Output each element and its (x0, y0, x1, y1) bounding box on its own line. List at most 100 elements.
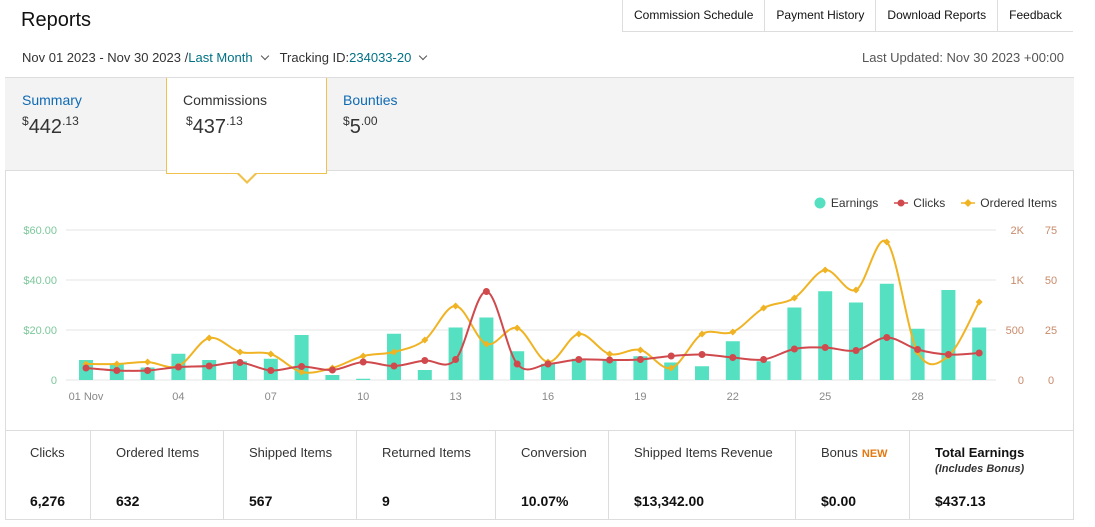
clicks-point (298, 363, 306, 370)
earnings-bar (787, 307, 802, 380)
commission-schedule-link[interactable]: Commission Schedule (623, 0, 766, 31)
earnings-bar (633, 356, 648, 380)
tab-summary[interactable]: Summary $442.13 (5, 78, 166, 170)
clicks-point (606, 356, 614, 364)
stat-total-label: Total Earnings (935, 445, 1025, 460)
ordered-items-point (667, 364, 675, 372)
y-right-items-tick-label: 25 (1045, 325, 1057, 337)
feedback-link[interactable]: Feedback (1009, 8, 1062, 22)
y-left-tick-label: $40.00 (23, 275, 57, 287)
earnings-bar (294, 335, 309, 380)
stat-ordered-items: Ordered Items 632 (91, 431, 224, 520)
ordered-items-point (421, 336, 429, 344)
tab-summary-label: Summary (22, 92, 82, 108)
earnings-bar (325, 375, 340, 380)
ordered-items-point (359, 352, 367, 360)
stat-bonus-value: $0.00 (821, 493, 857, 509)
ordered-items-line (85, 239, 981, 374)
clicks-point (390, 362, 398, 370)
earnings-bar (849, 302, 863, 380)
tracking-id-label: Tracking ID: (279, 50, 350, 65)
tab-commissions[interactable]: Commissions $437.13 (166, 78, 327, 174)
ordered-items-point (760, 304, 768, 312)
ordered-items-point (452, 302, 460, 310)
ordered-items-point (298, 368, 306, 376)
stats-row: Clicks 6,276 Ordered Items 632 Shipped I… (5, 430, 1074, 520)
stat-clicks: Clicks 6,276 (5, 431, 91, 520)
ordered-items-point (113, 360, 121, 368)
stat-returned-value: 9 (382, 493, 390, 509)
ordered-items-point (482, 340, 490, 348)
legend-earnings[interactable]: Earnings (814, 196, 878, 210)
stat-bonus-label: Bonus NEW (821, 445, 888, 460)
download-reports-link[interactable]: Download Reports (876, 0, 999, 31)
ordered-items-point (729, 328, 737, 336)
clicks-point (760, 356, 768, 363)
y-left-tick-label: 0 (51, 375, 57, 387)
earnings-bar (879, 283, 894, 380)
clicks-point (544, 360, 552, 368)
x-tick-label: 16 (542, 391, 554, 403)
page-title: Reports (21, 9, 92, 31)
clicks-point (852, 347, 860, 354)
y-left-tick-label: $60.00 (23, 225, 57, 237)
clicks-point (174, 363, 182, 371)
top-navigation: Commission Schedule Payment History Down… (622, 0, 1073, 32)
date-preset-dropdown[interactable]: Last Month (188, 50, 253, 65)
clicks-point (944, 351, 952, 358)
tab-bounties-label: Bounties (343, 92, 398, 108)
clicks-point (698, 351, 706, 358)
legend-ordered-items[interactable]: Ordered Items (961, 196, 1057, 210)
payment-history-link[interactable]: Payment History (765, 0, 877, 31)
ordered-items-point (698, 330, 706, 338)
stat-returned-items: Returned Items 9 (357, 431, 496, 520)
clicks-point (729, 354, 737, 361)
earnings-bar (448, 327, 463, 380)
tab-bounties[interactable]: Bounties $5.00 (327, 78, 488, 170)
clicks-point (790, 345, 798, 353)
ordered-items-point (821, 266, 829, 274)
y-left-tick-label: $20.00 (23, 325, 57, 337)
new-badge: NEW (861, 448, 888, 460)
stat-ordered-label: Ordered Items (116, 445, 200, 460)
y-right-items-tick-label: 50 (1045, 275, 1057, 287)
x-tick-label: 13 (449, 391, 461, 403)
earnings-bar (233, 361, 247, 380)
y-right-items-tick-label: 75 (1045, 225, 1057, 237)
clicks-point (421, 357, 429, 364)
clicks-point (821, 344, 829, 351)
clicks-point (236, 359, 244, 366)
clicks-point (82, 364, 90, 372)
x-tick-label: 07 (265, 391, 277, 403)
clicks-swatch-icon (894, 199, 909, 207)
ordered-items-point (790, 294, 798, 302)
x-tick-label: 04 (172, 391, 184, 403)
legend-clicks[interactable]: Clicks (894, 196, 945, 210)
earnings-bar (695, 366, 709, 380)
x-tick-label: 19 (634, 391, 646, 403)
clicks-point (914, 346, 922, 353)
clicks-point (667, 352, 675, 360)
earnings-swatch-icon (814, 197, 826, 209)
tab-summary-value: $442.13 (22, 114, 79, 138)
ordered-items-swatch-icon (961, 199, 976, 207)
ordered-items-point (513, 324, 521, 332)
stat-shipped-label: Shipped Items (249, 445, 333, 460)
date-range-text: Nov 01 2023 - Nov 30 2023 / (22, 50, 189, 65)
tracking-id-dropdown[interactable]: 234033-20 (349, 50, 412, 65)
ordered-items-point (390, 348, 398, 356)
clicks-point (883, 334, 891, 341)
active-tab-pointer-fill (238, 172, 256, 181)
earnings-bar (571, 358, 586, 380)
stat-shipped-value: 567 (249, 493, 273, 509)
earnings-bar (941, 290, 956, 380)
stat-clicks-label: Clicks (30, 445, 65, 460)
x-tick-label: 28 (911, 391, 923, 403)
y-right-clicks-tick-label: 0 (1018, 375, 1024, 387)
report-filters: Nov 01 2023 - Nov 30 2023 / Last Month T… (22, 50, 438, 65)
stat-shipped-items: Shipped Items 567 (224, 431, 357, 520)
x-tick-label: 10 (357, 391, 369, 403)
clicks-point (452, 356, 460, 363)
y-right-clicks-tick-label: 2K (1011, 225, 1025, 237)
clicks-point (144, 367, 152, 374)
